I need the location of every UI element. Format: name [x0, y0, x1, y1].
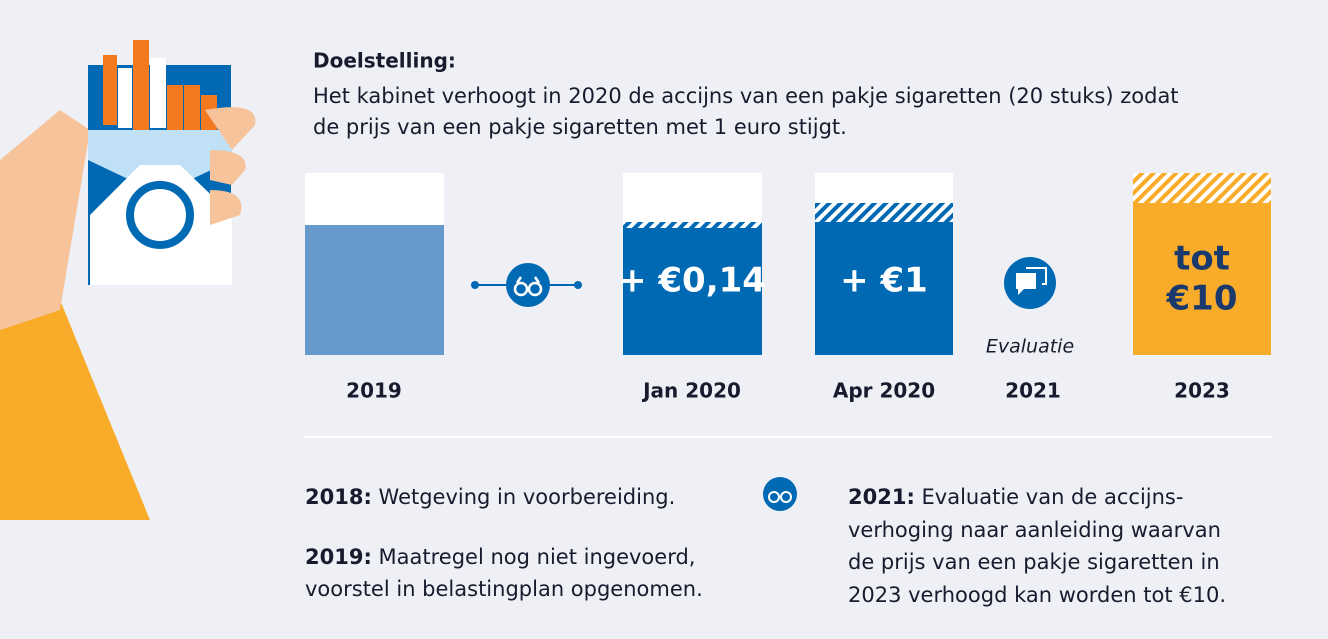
- note-text: Maatregel nog niet ingevoerd,: [372, 545, 696, 569]
- note-year: 2021:: [848, 485, 915, 509]
- bar: [815, 222, 953, 355]
- intro-line: Het kabinet verhoogt in 2020 de accijns …: [313, 84, 1179, 108]
- note: 2021: Evaluatie van de accijns-: [848, 485, 1183, 509]
- note: 2018: Wetgeving in voorbereiding.: [305, 485, 675, 509]
- title: Doelstelling:: [313, 49, 456, 73]
- binoculars-icon: [506, 263, 550, 307]
- note-text: Wetgeving in voorbereiding.: [372, 485, 675, 509]
- evaluation-icon: [1004, 257, 1056, 309]
- note-text: de prijs van een pakje sigaretten in: [848, 550, 1220, 574]
- bar: [1133, 203, 1271, 355]
- note-text: Evaluatie van de accijns-: [915, 485, 1184, 509]
- bar-hatch: [1133, 173, 1271, 203]
- intro-line: de prijs van een pakje sigaretten met 1 …: [313, 115, 847, 139]
- bar-text: €10: [1166, 279, 1238, 319]
- dot: [574, 281, 582, 289]
- evaluation-label: Evaluatie: [986, 336, 1074, 358]
- bar-text: tot: [1174, 239, 1230, 279]
- bar-top: [623, 173, 762, 222]
- period-label: 2021: [1005, 379, 1061, 403]
- note: 2019: Maatregel nog niet ingevoerd,: [305, 545, 695, 569]
- note-text: voorstel in belastingplan opgenomen.: [305, 577, 703, 601]
- period-label: Jan 2020: [641, 379, 741, 403]
- bar-hatch: [623, 222, 762, 228]
- bar: [305, 225, 444, 355]
- bar-text: + €0,14: [618, 261, 766, 301]
- note-year: 2018:: [305, 485, 372, 509]
- hand-with-pack: [0, 40, 256, 520]
- period-label: 2019: [346, 379, 402, 403]
- binoculars-icon: [763, 477, 797, 511]
- bar-top: [815, 173, 953, 203]
- note-text: 2023 verhoogd kan worden tot €10.: [848, 583, 1226, 607]
- bar-top: [305, 173, 444, 225]
- period-label: 2023: [1174, 379, 1230, 403]
- note-year: 2019:: [305, 545, 372, 569]
- bar-hatch: [815, 203, 953, 222]
- note-text: verhoging naar aanleiding waarvan: [848, 518, 1221, 542]
- period-label: Apr 2020: [833, 379, 935, 403]
- dot: [471, 281, 479, 289]
- bar: [623, 228, 762, 355]
- bar-text: + €1: [840, 261, 928, 301]
